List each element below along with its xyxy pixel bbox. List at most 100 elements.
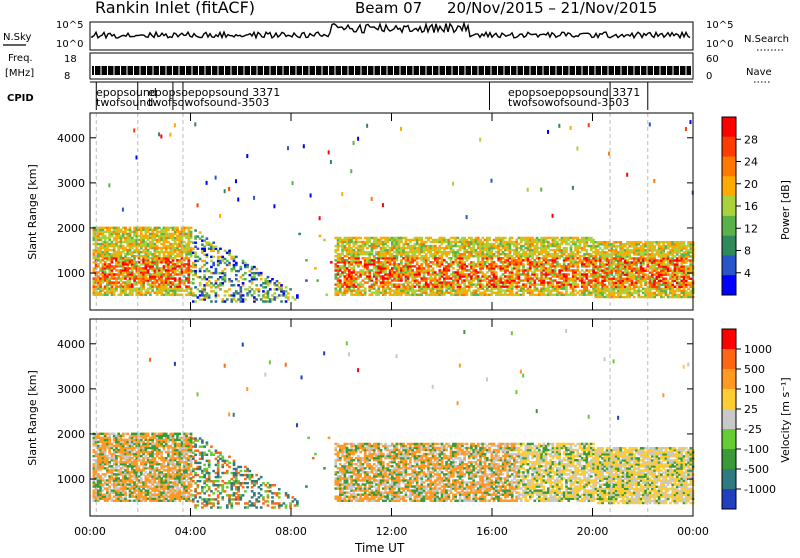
data-cell <box>255 298 258 300</box>
freq-gap <box>335 66 336 75</box>
data-cell <box>244 272 247 274</box>
data-cell <box>199 282 202 284</box>
data-cell <box>452 267 455 269</box>
freq-gap <box>510 66 511 75</box>
nave-tick-bottom: 0 <box>706 71 712 82</box>
data-cell <box>328 150 330 154</box>
data-cell <box>285 286 288 288</box>
freq-label-top: Freq. <box>8 53 33 64</box>
freq-gap <box>484 66 485 75</box>
freq-panel: Freq. [MHz] 18 8 60 0 Nave <box>5 53 772 82</box>
data-cell <box>235 179 237 183</box>
nsky-frame <box>90 22 693 50</box>
freq-tick-top: 18 <box>64 54 77 65</box>
data-cell <box>416 261 419 263</box>
data-cell <box>325 294 328 296</box>
freq-gap <box>218 66 219 75</box>
data-cell <box>194 229 197 231</box>
freq-gap <box>211 66 212 75</box>
data-cell <box>255 268 258 270</box>
data-cell <box>158 132 160 136</box>
data-cell <box>565 247 568 249</box>
data-cell <box>206 181 208 185</box>
data-cell <box>287 296 290 298</box>
freq-gap <box>348 66 349 75</box>
beam-label: Beam 07 <box>355 0 422 17</box>
data-cell <box>323 239 326 241</box>
data-cell <box>280 284 283 286</box>
data-cell <box>160 134 162 138</box>
data-cell <box>260 278 263 280</box>
nsearch-label: N.Search <box>744 34 789 45</box>
freq-gap <box>530 66 531 75</box>
data-cell <box>495 271 498 273</box>
freq-gap <box>543 66 544 75</box>
data-cell <box>135 155 137 159</box>
freq-gap <box>146 66 147 75</box>
data-cell <box>212 262 215 264</box>
data-cell <box>190 227 193 229</box>
data-cell <box>235 256 238 258</box>
data-cell <box>653 179 655 183</box>
data-cell <box>244 278 247 280</box>
data-cell <box>310 193 312 197</box>
freq-gap <box>458 66 459 75</box>
freq-gap <box>315 66 316 75</box>
data-cell <box>212 256 215 258</box>
data-cell <box>215 176 217 180</box>
data-cell <box>258 288 261 290</box>
data-cell <box>488 237 491 239</box>
freq-gap <box>322 66 323 75</box>
data-cell <box>224 272 227 274</box>
data-cell <box>479 138 481 142</box>
freq-gap <box>426 66 427 75</box>
freq-gap <box>276 66 277 75</box>
data-cell <box>298 233 301 235</box>
freq-gap <box>289 66 290 75</box>
freq-gap <box>107 66 108 75</box>
data-cell <box>129 227 132 229</box>
freq-gap <box>341 66 342 75</box>
data-cell <box>552 214 554 218</box>
freq-gap <box>634 66 635 75</box>
data-cell <box>206 237 209 239</box>
data-cell <box>364 287 367 289</box>
data-cell <box>280 300 283 302</box>
data-cell <box>228 187 230 191</box>
data-cell <box>201 235 204 237</box>
freq-gap <box>686 66 687 75</box>
data-cell <box>237 198 239 202</box>
data-cell <box>271 278 274 280</box>
freq-gap <box>419 66 420 75</box>
freq-gap <box>192 66 193 75</box>
data-cell <box>192 282 195 284</box>
nsky-panel: N.Sky 10^5 10^0 10^5 10^0 N.Search <box>3 20 789 50</box>
data-cell <box>350 169 352 173</box>
data-cell <box>504 237 507 239</box>
data-cell <box>341 192 343 196</box>
freq-gap <box>614 66 615 75</box>
freq-gap <box>595 66 596 75</box>
freq-gap <box>159 66 160 75</box>
data-cell <box>522 263 525 265</box>
nave-tick-top: 60 <box>706 54 719 65</box>
data-cell <box>235 274 238 276</box>
data-cell <box>228 262 231 264</box>
nsearch-tick-bottom: 10^0 <box>706 39 733 50</box>
freq-label-bottom: [MHz] <box>5 68 34 79</box>
freq-gap <box>673 66 674 75</box>
freq-gap <box>679 66 680 75</box>
data-cell <box>224 189 226 193</box>
data-cell <box>133 128 135 132</box>
freq-gap <box>588 66 589 75</box>
freq-gap <box>471 66 472 75</box>
data-cell <box>258 294 261 296</box>
freq-gap <box>166 66 167 75</box>
data-cell <box>305 279 308 281</box>
freq-gap <box>393 66 394 75</box>
freq-gap <box>283 66 284 75</box>
data-cell <box>228 288 231 290</box>
freq-gap <box>621 66 622 75</box>
